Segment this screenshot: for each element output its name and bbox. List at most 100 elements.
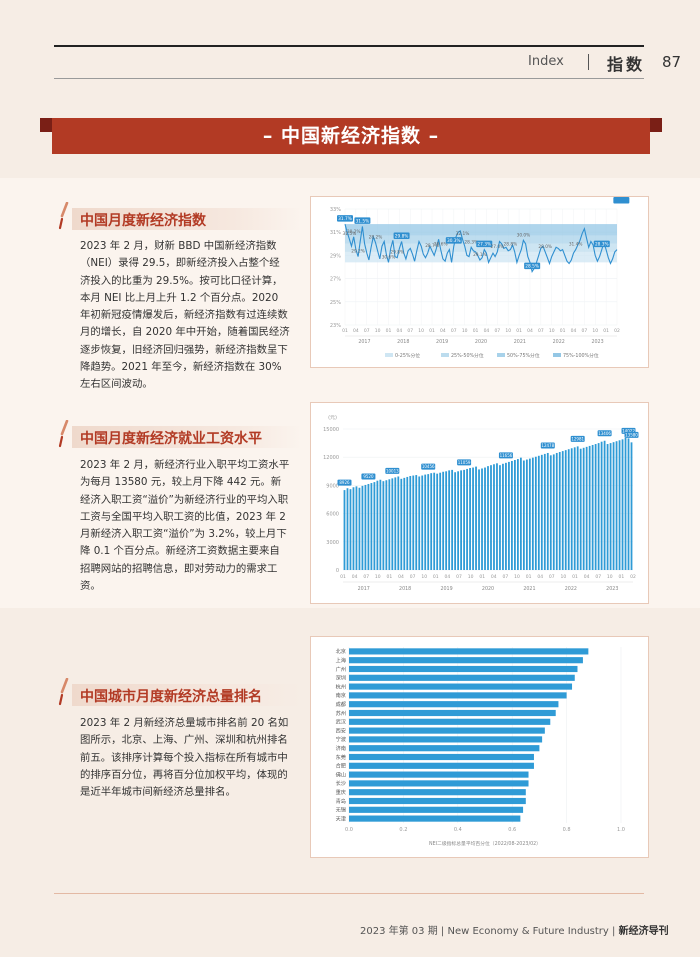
wage-bar	[522, 460, 525, 570]
wage-bar	[490, 465, 492, 570]
y-tick-label: 15000	[323, 427, 339, 433]
x-tick-label: 07	[595, 574, 601, 580]
y-tick-label: 23%	[330, 323, 341, 329]
year-label: 2022	[553, 339, 565, 345]
wage-bar	[561, 451, 564, 570]
city-label: 成都	[336, 700, 346, 708]
legend-label: 50%-75%分位	[507, 352, 540, 359]
wage-bar	[597, 443, 600, 570]
wage-bar-chart-svg: (元) 0 3000 6000 9000 12000 15000 8926 9520 10013 1…	[323, 415, 639, 592]
section-body: 2023 年 2 月新经济总量城市排名前 20 名如图所示，北京、上海、广州、深…	[80, 717, 289, 799]
bar-label: 11059	[458, 460, 471, 465]
city-bar	[349, 692, 567, 699]
wage-bar	[519, 457, 522, 570]
point-label-box	[337, 215, 353, 222]
x-tick-label: 07	[456, 574, 462, 580]
legend-label: 25%-50%分位	[451, 352, 484, 359]
point-label-box	[613, 197, 630, 204]
x-tick-label: 10	[607, 574, 613, 580]
x-tick-label: 10	[505, 328, 511, 334]
wage-bar	[540, 454, 543, 570]
section-title: 中国月度新经济指数	[80, 213, 206, 229]
x-tick-label: 07	[363, 574, 369, 580]
wage-bar	[373, 482, 376, 570]
city-label: 北京	[336, 647, 346, 655]
wage-bar	[606, 444, 609, 570]
year-label: 2020	[475, 339, 487, 345]
bar-label-box	[337, 479, 352, 486]
wage-bar	[439, 472, 442, 570]
x-tick-label: 10	[468, 574, 474, 580]
legend-swatch	[441, 353, 449, 357]
wage-bar	[534, 456, 537, 570]
x-tick-label: 04	[537, 574, 543, 580]
city-bar	[349, 753, 534, 761]
wage-bar	[511, 460, 513, 570]
city-label: 天津	[336, 815, 346, 822]
point-label: 32.1%	[456, 231, 470, 237]
x-tick-label: 01	[429, 328, 435, 334]
city-bar	[349, 701, 559, 708]
y-axis-unit: (元)	[328, 415, 337, 421]
section-heading-band	[72, 684, 302, 706]
city-label: 佛山	[336, 770, 346, 778]
wage-bar	[349, 489, 352, 570]
wage-bar	[424, 474, 427, 570]
city-bar	[349, 762, 534, 769]
bar-label: 11656	[500, 453, 513, 458]
x-tick-label: 10	[418, 328, 424, 334]
point-label: 28.3%	[464, 239, 478, 245]
bar-label: 13580	[625, 432, 638, 437]
point-label-box	[354, 217, 371, 224]
year-label: 2020	[482, 586, 494, 592]
header-rule-bottom	[54, 78, 644, 79]
x-tick-label: 01	[572, 574, 578, 580]
percentile-band	[345, 251, 617, 263]
city-label: 重庆	[336, 788, 346, 796]
point-label: 31.5%	[343, 231, 357, 237]
point-label: 30.3%	[447, 238, 461, 244]
x-tick-label: 04	[352, 574, 358, 580]
x-tick-label: 07	[407, 328, 413, 334]
city-bar	[349, 727, 545, 734]
wage-bar	[352, 487, 355, 570]
wage-bar	[430, 473, 433, 570]
header-section-label: 指数	[607, 55, 646, 74]
wage-bar	[361, 485, 364, 570]
section-heading-band	[72, 208, 302, 230]
year-label: 2019	[436, 339, 448, 345]
wage-bar	[466, 468, 468, 570]
x-tick-label: 10	[375, 574, 381, 580]
city-label: 济南	[336, 744, 346, 752]
point-label-box	[393, 232, 410, 239]
city-label: 青岛	[336, 797, 346, 805]
pencil-mark-icon	[58, 202, 69, 230]
wage-bar	[582, 447, 585, 570]
wage-bar	[391, 478, 394, 570]
wage-bar	[621, 439, 624, 570]
x-tick-label: 01	[619, 574, 625, 580]
bar-label-box	[498, 452, 513, 459]
city-bar	[349, 709, 556, 717]
point-label-box	[476, 240, 493, 248]
bar-label: 10456	[422, 464, 435, 469]
wage-bar	[379, 479, 382, 570]
wage-bar	[493, 464, 495, 570]
point-label: 29.8%	[395, 233, 409, 239]
year-label: 2018	[399, 586, 411, 592]
point-label: 31.4%	[569, 242, 583, 248]
header-index-label: Index	[528, 54, 564, 69]
wage-bar	[427, 474, 430, 570]
city-bar	[349, 736, 543, 743]
wage-bar	[570, 448, 573, 570]
wage-bar	[612, 442, 615, 570]
bar-label-box	[540, 442, 555, 449]
y-tick-label: 6000	[326, 512, 339, 518]
nei-line-chart-svg: 23%25%27%29%31%33%31.7%31.5%30.2%29.2%31…	[330, 193, 630, 359]
wage-bar	[421, 475, 424, 570]
city-label: 长沙	[336, 779, 346, 787]
percentile-band	[345, 224, 617, 236]
bar-label: 10013	[386, 468, 399, 473]
section-body: 2023 年 2 月，新经济行业入职平均工资水平为每月 13580 元，较上月下…	[80, 459, 290, 593]
